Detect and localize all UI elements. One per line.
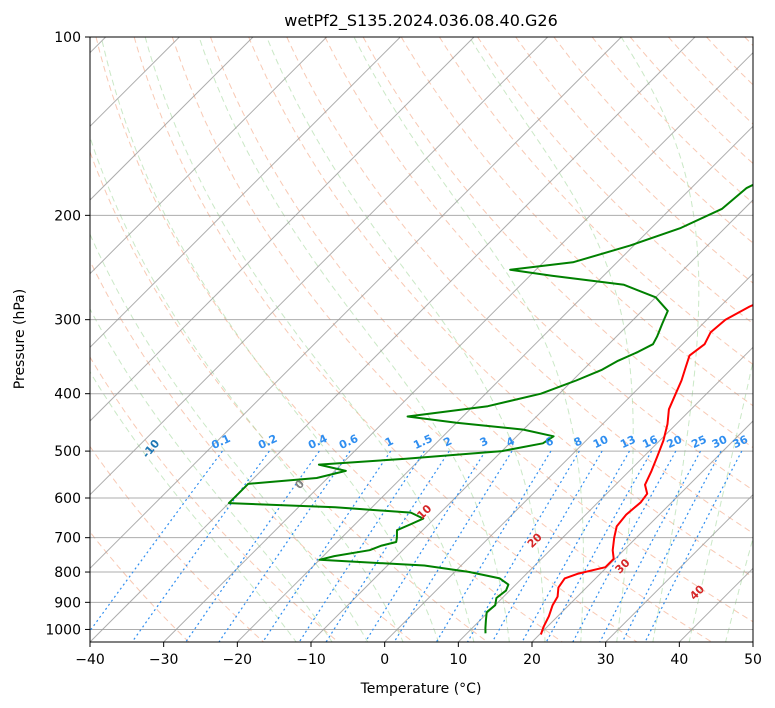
dry-adiabat-line [90, 356, 339, 642]
dry-adiabat-line [95, 37, 563, 642]
isotherm-line [90, 37, 401, 349]
mixing-ratio-line [131, 450, 270, 642]
moist-adiabat-line [688, 358, 753, 642]
plot-frame [89, 36, 754, 643]
dry-adiabat-line [324, 37, 753, 491]
x-tick-label: 30 [597, 652, 615, 668]
temperature-profile-line [539, 303, 753, 635]
y-tick-label: 200 [54, 208, 81, 224]
moist-adiabat-line [144, 37, 475, 642]
y-tick-label: 900 [54, 595, 81, 611]
moist-adiabat-line [100, 37, 440, 642]
mixing-ratio-line [545, 450, 653, 642]
moist-adiabat-line [353, 37, 584, 642]
mixing-ratio-line [325, 450, 450, 642]
profile-lines [227, 183, 753, 635]
moist-adiabat-line [90, 135, 404, 642]
moist-adiabat-line [90, 370, 297, 642]
mixing-ratio-line [572, 450, 677, 642]
isotherm-line [90, 37, 549, 496]
mixing-ratio-line [298, 450, 425, 642]
background-lines [90, 37, 753, 642]
dry-adiabat-line [171, 37, 712, 642]
mixing-ratio-label: 16 [640, 433, 660, 451]
mixing-ratio-line [466, 450, 580, 642]
isotherm-line [163, 51, 753, 642]
mixing-ratio-label: 25 [689, 433, 708, 451]
y-tick-label: 500 [54, 444, 81, 460]
x-tick-label: 40 [670, 652, 688, 668]
isotherm-line [310, 199, 753, 642]
x-axis-label: Temperature (°C) [360, 681, 482, 697]
isotherm-line [457, 346, 753, 642]
y-axis-label: Pressure (hPa) [12, 289, 28, 389]
y-tick-label: 700 [54, 531, 81, 547]
isotherm-line [90, 37, 696, 642]
isotherm-line [90, 37, 622, 570]
dry-adiabat-line [248, 37, 753, 578]
dry-adiabat-line [438, 37, 753, 366]
dry-adiabat-line [400, 37, 753, 407]
x-tick-label: 0 [380, 652, 389, 668]
moist-adiabat-line [620, 37, 700, 642]
mixing-ratio-line [644, 450, 743, 642]
x-tick-label: 10 [449, 652, 467, 668]
mixing-ratio-line [435, 450, 552, 642]
mixing-ratio-line [90, 450, 223, 632]
mixing-ratio-line [262, 450, 392, 642]
isotherm-line [605, 493, 753, 642]
dry-adiabat-line [90, 259, 414, 642]
dry-adiabat-line [90, 445, 264, 642]
mixing-ratio-label: 36 [731, 433, 751, 451]
x-axis: −40 −30 −20 −10 0 10 20 30 40 50 [75, 642, 762, 668]
moist-adiabat-line [198, 37, 510, 642]
y-tick-label: 800 [54, 565, 81, 581]
chart-title: wetPf2_S135.2024.036.08.40.G26 [284, 11, 558, 31]
moist-adiabat-line [266, 37, 546, 642]
dewpoint-profile-line [227, 183, 753, 634]
moist-adiabat-line [725, 536, 753, 642]
x-tick-label: −20 [223, 652, 253, 668]
isotherm-line [236, 125, 753, 642]
dry-adiabat-line [210, 37, 753, 623]
mixing-ratio-label: 30 [710, 433, 730, 451]
x-tick-label: −40 [75, 652, 105, 668]
x-tick-label: 50 [744, 652, 762, 668]
y-tick-label: 300 [54, 313, 81, 329]
mixing-ratio-label: 13 [618, 433, 637, 451]
plot-area: 0.10.20.40.611.52346810131620253036-100-… [89, 36, 754, 643]
isotherm-line [90, 37, 328, 275]
mixing-ratio-line [364, 450, 486, 642]
mixing-ratio-line [491, 450, 603, 642]
x-tick-label: 20 [523, 652, 541, 668]
moist-adiabat-line [90, 308, 333, 642]
y-tick-label: 100 [54, 30, 81, 46]
mixing-ratio-label: 10 [591, 433, 611, 451]
moist-adiabat-line [90, 232, 369, 642]
dry-adiabat-line [553, 37, 753, 244]
x-tick-label: −10 [296, 652, 326, 668]
y-tick-label: 1000 [45, 622, 81, 638]
y-tick-label: 400 [54, 387, 81, 403]
dry-adiabat-line [90, 150, 488, 642]
dry-adiabat-line [286, 37, 753, 534]
moist-adiabat-line [469, 37, 634, 642]
line-labels: 0.10.20.40.611.52346810131620253036-100-… [140, 432, 751, 603]
isotherm-line [384, 272, 753, 642]
isotherm-line [531, 420, 753, 642]
y-axis: 100 200 300 400 500 600 700 800 900 1000 [45, 30, 90, 638]
dry-adiabat-line [591, 37, 753, 204]
mixing-ratio-line [393, 450, 513, 642]
mixing-ratio-label: 20 [665, 433, 685, 451]
x-tick-label: −30 [149, 652, 179, 668]
isotherm-line [90, 37, 254, 201]
isotherm-line [90, 37, 475, 422]
dry-adiabat-line [133, 37, 638, 642]
y-tick-label: 600 [54, 491, 81, 507]
